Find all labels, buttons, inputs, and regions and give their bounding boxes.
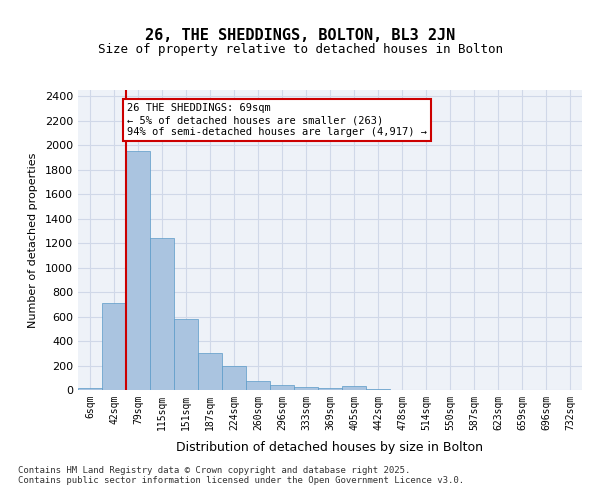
- Bar: [198, 352, 222, 390]
- Bar: [246, 381, 270, 390]
- Text: 26 THE SHEDDINGS: 69sqm
← 5% of detached houses are smaller (263)
94% of semi-de: 26 THE SHEDDINGS: 69sqm ← 5% of detached…: [127, 104, 427, 136]
- Bar: [342, 386, 366, 390]
- Bar: [126, 151, 150, 390]
- Text: Contains HM Land Registry data © Crown copyright and database right 2025.
Contai: Contains HM Land Registry data © Crown c…: [18, 466, 464, 485]
- Text: Size of property relative to detached houses in Bolton: Size of property relative to detached ho…: [97, 42, 503, 56]
- Bar: [270, 385, 294, 390]
- Bar: [102, 303, 126, 390]
- Bar: [294, 386, 318, 390]
- Bar: [78, 388, 102, 390]
- Text: 26, THE SHEDDINGS, BOLTON, BL3 2JN: 26, THE SHEDDINGS, BOLTON, BL3 2JN: [145, 28, 455, 42]
- Bar: [150, 238, 174, 390]
- Bar: [174, 319, 198, 390]
- Bar: [366, 389, 390, 390]
- Y-axis label: Number of detached properties: Number of detached properties: [28, 152, 38, 328]
- Bar: [318, 388, 342, 390]
- Bar: [222, 366, 246, 390]
- X-axis label: Distribution of detached houses by size in Bolton: Distribution of detached houses by size …: [176, 441, 484, 454]
